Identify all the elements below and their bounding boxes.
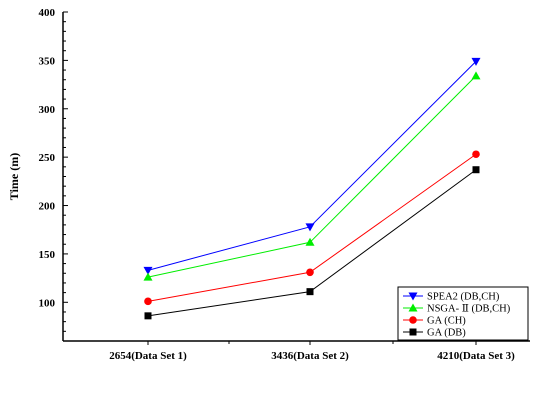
legend-entry: GA (CH) <box>403 316 466 327</box>
legend-label: GA (CH) <box>427 316 466 327</box>
y-tick-label: 100 <box>39 297 56 309</box>
x-tick-label: 2654(Data Set 1) <box>109 350 187 362</box>
x-tick-label: 3436(Data Set 2) <box>271 350 349 362</box>
data-point <box>306 268 314 277</box>
legend-marker <box>409 316 417 324</box>
y-tick-label: 150 <box>39 249 56 261</box>
data-point <box>472 150 480 159</box>
series-2 <box>144 150 480 306</box>
legend-label: GA (DB) <box>427 328 466 339</box>
x-tick-label: 4210(Data Set 3) <box>437 350 515 362</box>
y-tick-label: 250 <box>39 152 56 164</box>
legend-entry: GA (DB) <box>403 328 466 339</box>
y-axis-label: Time (m) <box>7 153 21 200</box>
data-point <box>144 312 152 320</box>
data-point <box>143 272 153 281</box>
y-tick-label: 400 <box>39 7 56 19</box>
data-point <box>144 297 152 306</box>
data-point <box>471 57 481 66</box>
legend-entry: NSGA- Ⅱ (DB,CH) <box>403 303 511 315</box>
data-point <box>305 237 315 246</box>
series-3 <box>144 166 480 320</box>
series-1 <box>143 71 481 281</box>
y-tick-label: 350 <box>39 55 56 67</box>
legend-marker <box>408 292 418 301</box>
legend-entry: SPEA2 (DB,CH) <box>403 292 500 303</box>
data-point <box>143 266 153 275</box>
series-line <box>147 75 477 278</box>
legend-marker <box>409 328 417 336</box>
legend-marker <box>408 303 418 312</box>
data-point <box>471 71 481 80</box>
data-point <box>305 223 315 232</box>
y-tick-label: 300 <box>39 104 56 116</box>
legend-label: NSGA- Ⅱ (DB,CH) <box>427 304 511 315</box>
y-tick-label: 200 <box>39 201 56 213</box>
series-line <box>147 153 477 302</box>
legend-label: SPEA2 (DB,CH) <box>427 292 500 303</box>
data-point <box>472 166 480 174</box>
data-point <box>306 288 314 296</box>
series-0 <box>143 57 481 275</box>
series-line <box>147 60 477 271</box>
